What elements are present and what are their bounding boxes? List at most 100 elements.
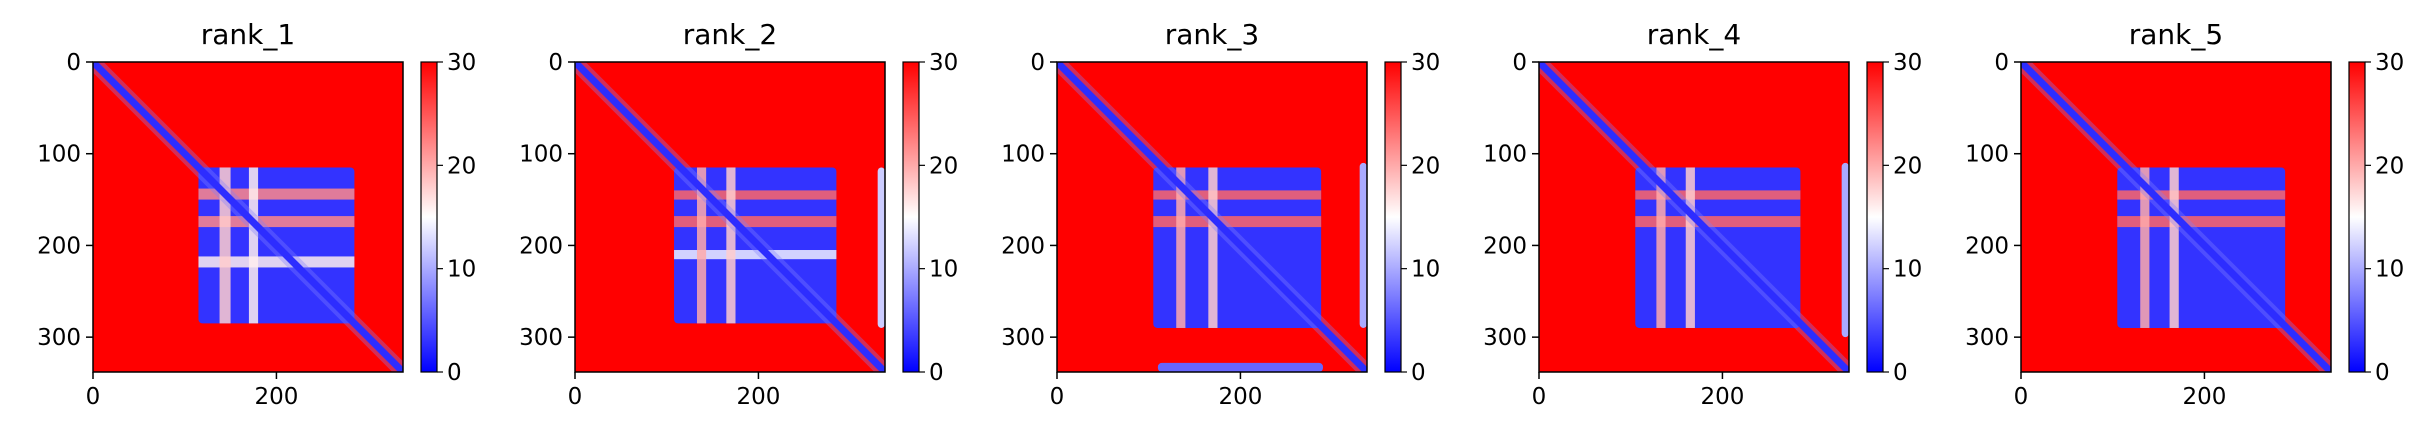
y-tick-label: 100 xyxy=(1965,142,2009,168)
heatmap-block xyxy=(1359,162,1367,328)
x-tick-label: 200 xyxy=(254,384,298,410)
heatmap-stripe xyxy=(1176,167,1186,328)
y-tick-label: 300 xyxy=(519,325,563,351)
y-tick-label: 200 xyxy=(1965,233,2009,259)
colorbar xyxy=(902,61,920,373)
panel-rank_2: rank_2 0 200 0 100 200 300 0 10 20 30 xyxy=(519,18,958,410)
colorbar xyxy=(1384,61,1402,373)
y-tick-label: 100 xyxy=(519,142,563,168)
heatmap-block xyxy=(1157,362,1323,372)
colorbar-tick-label: 0 xyxy=(929,360,944,386)
chart-title: rank_3 xyxy=(1165,18,1259,51)
heatmap-stripe xyxy=(1635,190,1801,200)
heatmap-stripe xyxy=(2117,216,2286,228)
heatmap-rank_4 xyxy=(1539,62,1849,372)
axes-frame xyxy=(1056,61,1368,373)
heatmap-stripe xyxy=(1153,216,1322,228)
heatmap-diagonal xyxy=(575,62,885,372)
heatmap-diagonal-halo xyxy=(93,62,403,372)
x-tick-label: 200 xyxy=(1218,384,1262,410)
chart-title: rank_2 xyxy=(683,18,777,51)
colorbar-tick-label: 0 xyxy=(1893,360,1908,386)
y-tick-label: 100 xyxy=(37,142,81,168)
heatmap-diagonal xyxy=(1057,62,1367,372)
heatmap-diagonal-halo xyxy=(2021,62,2331,372)
heatmap-stripe xyxy=(2169,167,2179,328)
heatmap-rank_3 xyxy=(1057,62,1367,372)
chart-title: rank_4 xyxy=(1647,18,1741,51)
y-tick-label: 200 xyxy=(1001,233,1045,259)
x-tick-label: 200 xyxy=(1700,384,1744,410)
y-tick-label: 0 xyxy=(66,50,81,76)
heatmap-stripe xyxy=(2140,167,2150,328)
colorbar-tick-label: 0 xyxy=(1411,360,1426,386)
x-tick-label: 200 xyxy=(2182,384,2226,410)
y-tick-label: 200 xyxy=(37,233,81,259)
y-tick-label: 0 xyxy=(1512,50,1527,76)
colorbar xyxy=(1866,61,1884,373)
heatmap-stripe xyxy=(726,167,736,324)
colorbar-tick-label: 20 xyxy=(447,153,476,179)
axes-frame xyxy=(2020,61,2332,373)
colorbar-tick-label: 0 xyxy=(2375,360,2390,386)
y-tick-label: 0 xyxy=(1994,50,2009,76)
heatmap-diagonal xyxy=(2021,62,2331,372)
heatmap-stripe xyxy=(1685,167,1695,328)
heatmap-block xyxy=(1841,162,1849,338)
y-tick-label: 100 xyxy=(1483,142,1527,168)
x-tick-label: 0 xyxy=(1050,384,1065,410)
panel-rank_1: rank_1 0 200 0 100 200 300 0 10 20 30 xyxy=(37,18,476,410)
y-tick-label: 300 xyxy=(1001,325,1045,351)
y-tick-label: 300 xyxy=(1483,325,1527,351)
heatmap-block xyxy=(877,167,885,328)
colorbar-tick-label: 30 xyxy=(2375,50,2404,76)
panel-rank_5: rank_5 0 200 0 100 200 300 0 10 20 30 xyxy=(1965,18,2404,410)
heatmap-stripe xyxy=(1153,190,1322,200)
chart-title: rank_1 xyxy=(201,18,295,51)
heatmap-stripe xyxy=(1208,167,1218,328)
y-tick-label: 200 xyxy=(519,233,563,259)
x-tick-label: 0 xyxy=(568,384,583,410)
colorbar-tick-label: 20 xyxy=(1411,153,1440,179)
heatmap-stripe xyxy=(198,216,355,228)
x-tick-label: 0 xyxy=(2014,384,2029,410)
colorbar xyxy=(2348,61,2366,373)
heatmap-stripe xyxy=(198,188,355,200)
heatmap-diagonal-halo xyxy=(575,62,885,372)
heatmap-rank_5 xyxy=(2021,62,2331,372)
heatmap-diagonal xyxy=(93,62,403,372)
chart-title: rank_5 xyxy=(2129,18,2223,51)
heatmap-stripe xyxy=(674,190,837,200)
colorbar-tick-label: 30 xyxy=(1893,50,1922,76)
colorbar-tick-label: 10 xyxy=(447,257,476,283)
y-tick-label: 100 xyxy=(1001,142,1045,168)
panel-rank_3: rank_3 0 200 0 100 200 300 0 10 20 30 xyxy=(1001,18,1440,410)
heatmap-stripe xyxy=(248,167,259,324)
heatmap-diagonal-halo xyxy=(1539,62,1849,372)
colorbar-tick-label: 10 xyxy=(929,257,958,283)
axes-frame xyxy=(92,61,404,373)
x-tick-label: 0 xyxy=(86,384,101,410)
y-tick-label: 300 xyxy=(1965,325,2009,351)
colorbar-tick-label: 20 xyxy=(929,153,958,179)
x-tick-label: 0 xyxy=(1532,384,1547,410)
colorbar-tick-label: 10 xyxy=(1893,257,1922,283)
colorbar-tick-label: 30 xyxy=(1411,50,1440,76)
heatmap-stripe xyxy=(1635,216,1801,228)
heatmap-block xyxy=(1635,167,1801,328)
colorbar-tick-label: 10 xyxy=(2375,257,2404,283)
axes-frame xyxy=(574,61,886,373)
axes-frame xyxy=(1538,61,1850,373)
heatmap-stripe xyxy=(198,256,355,268)
heatmap-stripe xyxy=(674,216,837,228)
colorbar-tick-label: 30 xyxy=(929,50,958,76)
x-tick-label: 200 xyxy=(736,384,780,410)
heatmap-diagonal-halo xyxy=(1057,62,1367,372)
y-tick-label: 200 xyxy=(1483,233,1527,259)
heatmap-stripe xyxy=(1656,167,1666,328)
colorbar-tick-label: 30 xyxy=(447,50,476,76)
y-tick-label: 0 xyxy=(548,50,563,76)
heatmap-rank_1 xyxy=(93,62,403,372)
heatmap-stripe xyxy=(2117,190,2286,200)
